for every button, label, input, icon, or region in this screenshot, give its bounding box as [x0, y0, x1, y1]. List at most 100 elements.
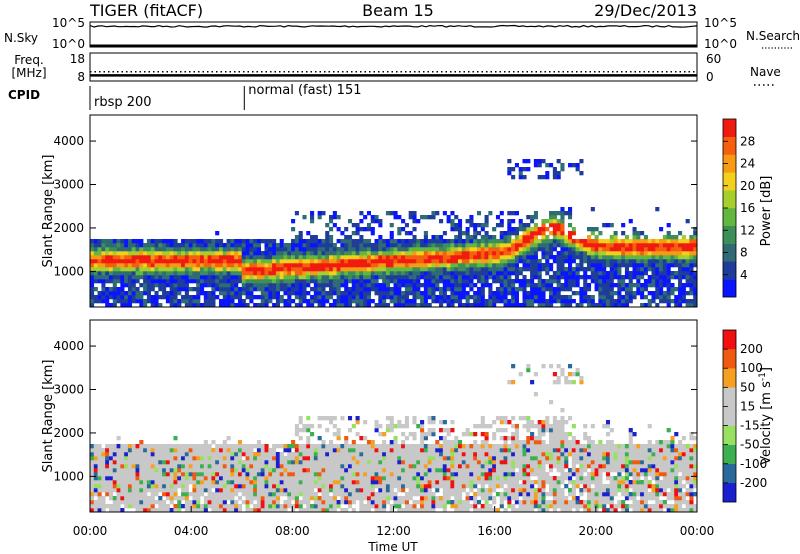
heatmap-cell	[146, 468, 151, 473]
heatmap-cell	[135, 488, 140, 493]
heatmap-cell	[211, 263, 216, 268]
heatmap-cell	[218, 472, 224, 477]
heatmap-cell	[177, 287, 182, 292]
heatmap-cell	[245, 255, 250, 260]
heatmap-cell	[583, 283, 588, 288]
heatmap-cell	[173, 251, 178, 256]
heatmap-cell	[473, 460, 478, 465]
heatmap-cell	[298, 420, 303, 425]
heatmap-cell	[181, 484, 186, 489]
heatmap-cell	[450, 428, 455, 433]
heatmap-cell	[291, 271, 296, 276]
heatmap-cell	[181, 472, 186, 477]
heatmap-cell	[518, 271, 523, 276]
heatmap-cell	[541, 159, 546, 164]
heatmap-cell	[177, 452, 182, 457]
heatmap-cell	[218, 508, 224, 513]
heatmap-cell	[476, 211, 482, 216]
heatmap-cell	[154, 267, 159, 272]
heatmap-cell	[431, 504, 436, 509]
heatmap-cell	[173, 239, 178, 244]
heatmap-cell	[366, 255, 372, 260]
heatmap-cell	[287, 500, 292, 505]
heatmap-cell	[662, 243, 667, 248]
heatmap-cell	[347, 247, 353, 252]
heatmap-cell	[283, 464, 288, 469]
heatmap-cell	[549, 211, 554, 216]
heatmap-cell	[594, 303, 599, 308]
heatmap-cell	[404, 452, 409, 457]
heatmap-cell	[291, 283, 296, 288]
heatmap-cell	[317, 211, 322, 216]
heatmap-cell	[200, 303, 205, 308]
heatmap-cell	[347, 219, 353, 224]
heatmap-cell	[412, 452, 417, 457]
heatmap-cell	[90, 504, 95, 509]
heatmap-cell	[181, 496, 186, 501]
heatmap-cell	[511, 279, 516, 284]
heatmap-cell	[275, 283, 280, 288]
heatmap-cell	[518, 219, 523, 224]
heatmap-cell	[93, 464, 98, 469]
heatmap-cell	[226, 464, 231, 469]
heatmap-cell	[480, 271, 485, 276]
heatmap-cell	[192, 251, 197, 256]
noise-panel: N.Sky 10^5 10^0 10^5 10^0 N.Search	[4, 16, 800, 51]
heatmap-cell	[207, 251, 212, 256]
heatmap-cell	[177, 267, 182, 272]
heatmap-cell	[568, 259, 573, 264]
heatmap-cell	[325, 476, 330, 481]
heatmap-cell	[499, 464, 504, 469]
heatmap-cell	[457, 263, 463, 268]
heatmap-cell	[598, 295, 603, 300]
heatmap-cell	[533, 295, 538, 300]
heatmap-cell	[465, 452, 470, 457]
heatmap-cell	[435, 239, 440, 244]
heatmap-cell	[135, 460, 140, 465]
heatmap-cell	[511, 167, 516, 172]
heatmap-cell	[488, 247, 493, 252]
heatmap-cell	[427, 476, 432, 481]
heatmap-cell	[651, 267, 656, 272]
heatmap-cell	[260, 476, 265, 481]
heatmap-cell	[131, 472, 136, 477]
heatmap-cell	[317, 484, 322, 489]
heatmap-cell	[127, 251, 133, 256]
heatmap-cell	[317, 267, 322, 272]
heatmap-cell	[131, 492, 136, 497]
heatmap-cell	[689, 291, 694, 296]
heatmap-cell	[279, 472, 284, 477]
heatmap-cell	[514, 488, 519, 493]
heatmap-cell	[454, 291, 459, 296]
heatmap-cell	[162, 492, 167, 497]
heatmap-cell	[469, 283, 474, 288]
heatmap-cell	[124, 492, 129, 497]
heatmap-cell	[670, 239, 675, 244]
heatmap-cell	[583, 275, 588, 280]
heatmap-cell	[488, 295, 493, 300]
heatmap-cell	[393, 283, 398, 288]
heatmap-cell	[598, 271, 603, 276]
heatmap-cell	[575, 291, 580, 296]
heatmap-cell	[116, 271, 121, 276]
heatmap-cell	[249, 464, 254, 469]
heatmap-cell	[363, 283, 368, 288]
heatmap-cell	[382, 255, 387, 260]
heatmap-cell	[382, 295, 387, 300]
heatmap-cell	[207, 271, 212, 276]
heatmap-cell	[469, 303, 474, 308]
heatmap-cell	[530, 432, 535, 437]
heatmap-cell	[480, 291, 485, 296]
heatmap-cell	[503, 508, 508, 513]
heatmap-cell	[237, 271, 243, 276]
heatmap-cell	[181, 504, 186, 509]
heatmap-cell	[351, 448, 356, 453]
heatmap-cell	[105, 492, 110, 497]
heatmap-cell	[241, 460, 246, 465]
heatmap-cell	[351, 500, 356, 505]
heatmap-cell	[264, 267, 269, 272]
heatmap-cell	[632, 263, 637, 268]
heatmap-cell	[564, 299, 569, 304]
heatmap-cell	[234, 283, 239, 288]
heatmap-cell	[355, 303, 360, 308]
